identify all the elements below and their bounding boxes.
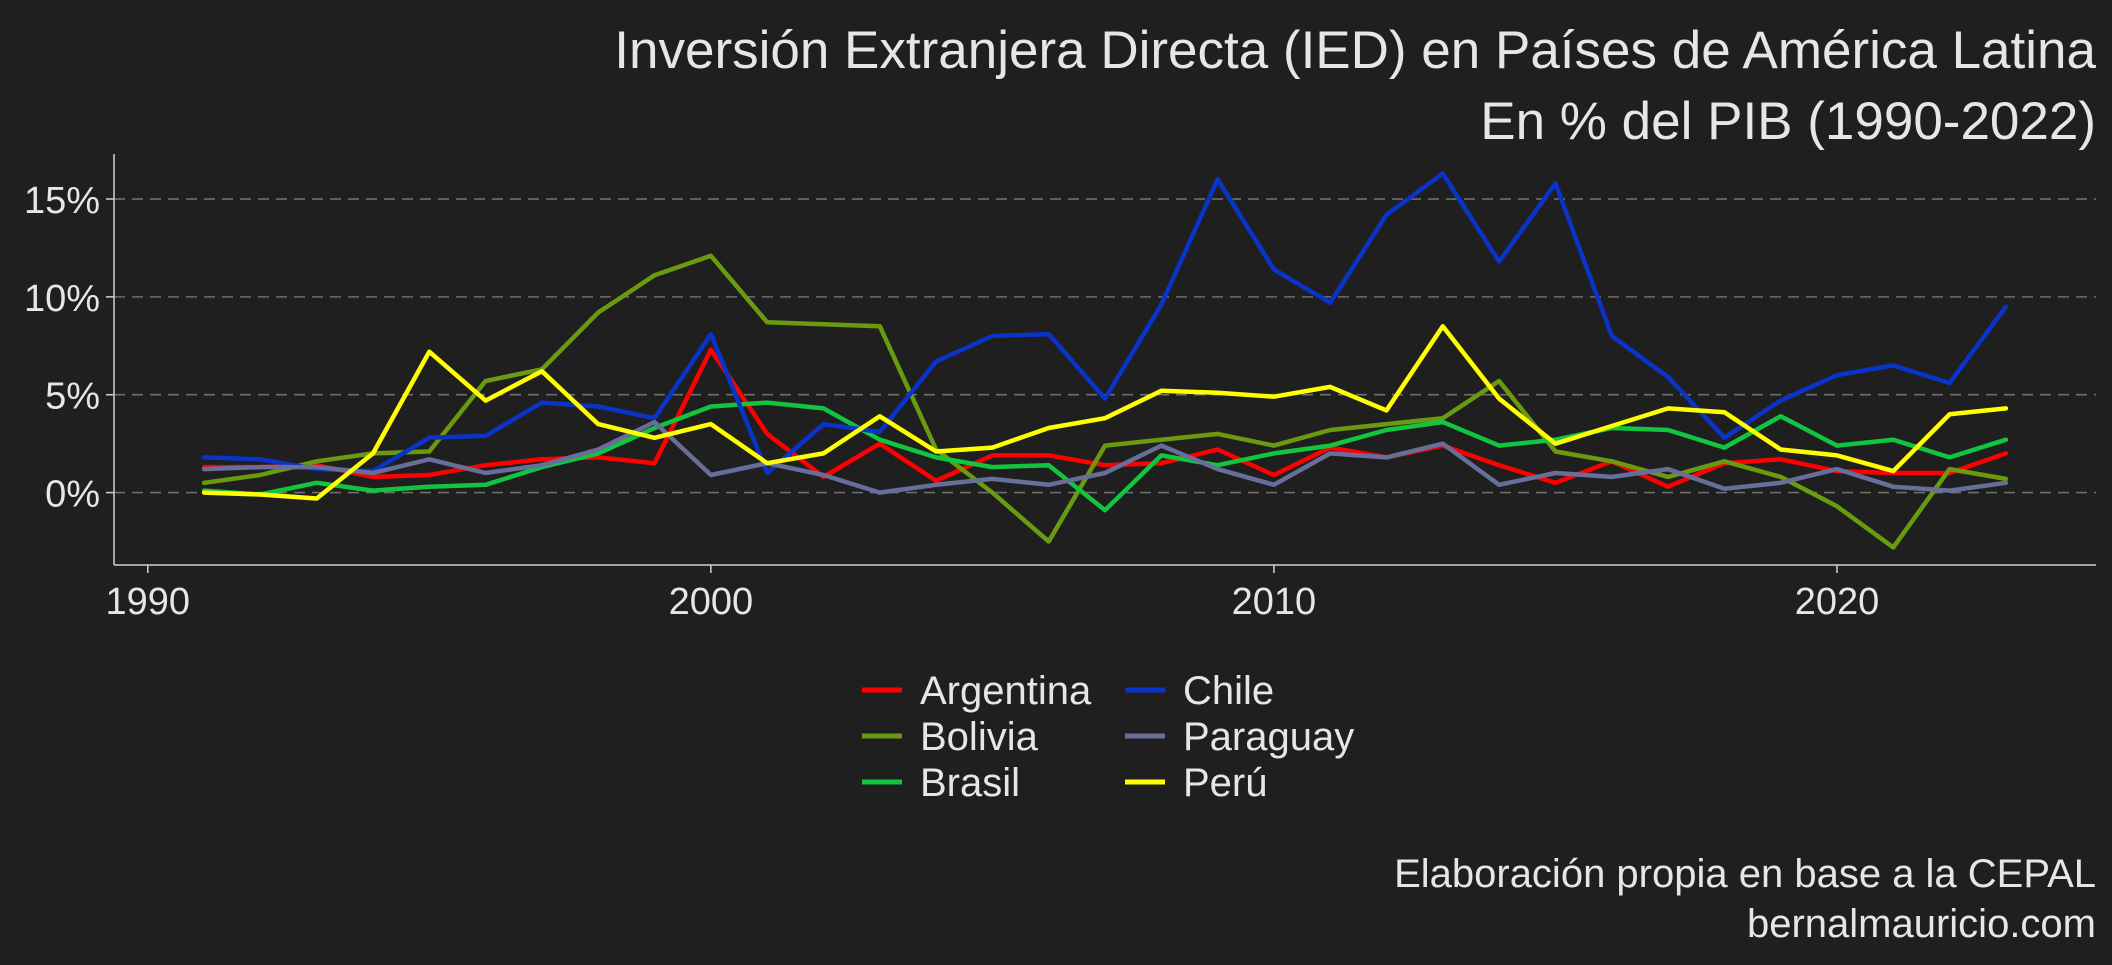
chart-title: Inversión Extranjera Directa (IED) en Pa… [614, 21, 2096, 80]
series-line-chile [201, 171, 2009, 476]
series-line-argentina [201, 347, 2009, 489]
chart-subtitle: En % del PIB (1990-2022) [1480, 92, 2096, 151]
legend-label-bolivia: Bolivia [920, 715, 1039, 759]
legend-label-chile: Chile [1183, 669, 1274, 713]
series-line-paraguay [201, 419, 2009, 495]
series-line-bolivia [201, 253, 2009, 550]
caption-source: Elaboración propia en base a la CEPAL [1394, 852, 2096, 896]
y-tick-label: 10% [24, 278, 100, 320]
x-tick-label: 2020 [1795, 581, 1880, 623]
x-ticks: 1990 2000 2010 2020 [106, 565, 1880, 623]
x-tick-label: 2010 [1232, 581, 1317, 623]
caption-website: bernalmauricio.com [1747, 902, 2096, 946]
series-lines [201, 171, 2009, 550]
y-tick-label: 15% [24, 180, 100, 222]
legend-label-brasil: Brasil [920, 761, 1020, 805]
legend-label-per: Perú [1183, 761, 1268, 805]
legend-label-paraguay: Paraguay [1183, 715, 1354, 759]
y-tick-label: 5% [45, 376, 100, 418]
y-ticks: 0% 5% 10% 15% [24, 180, 114, 516]
x-tick-label: 2000 [669, 581, 754, 623]
axes [113, 154, 2096, 566]
series-line-per [201, 323, 2009, 501]
x-tick-label: 1990 [106, 581, 191, 623]
y-tick-label: 0% [45, 474, 100, 516]
series-line-brasil [201, 400, 2009, 513]
legend-label-argentina: Argentina [920, 669, 1092, 713]
